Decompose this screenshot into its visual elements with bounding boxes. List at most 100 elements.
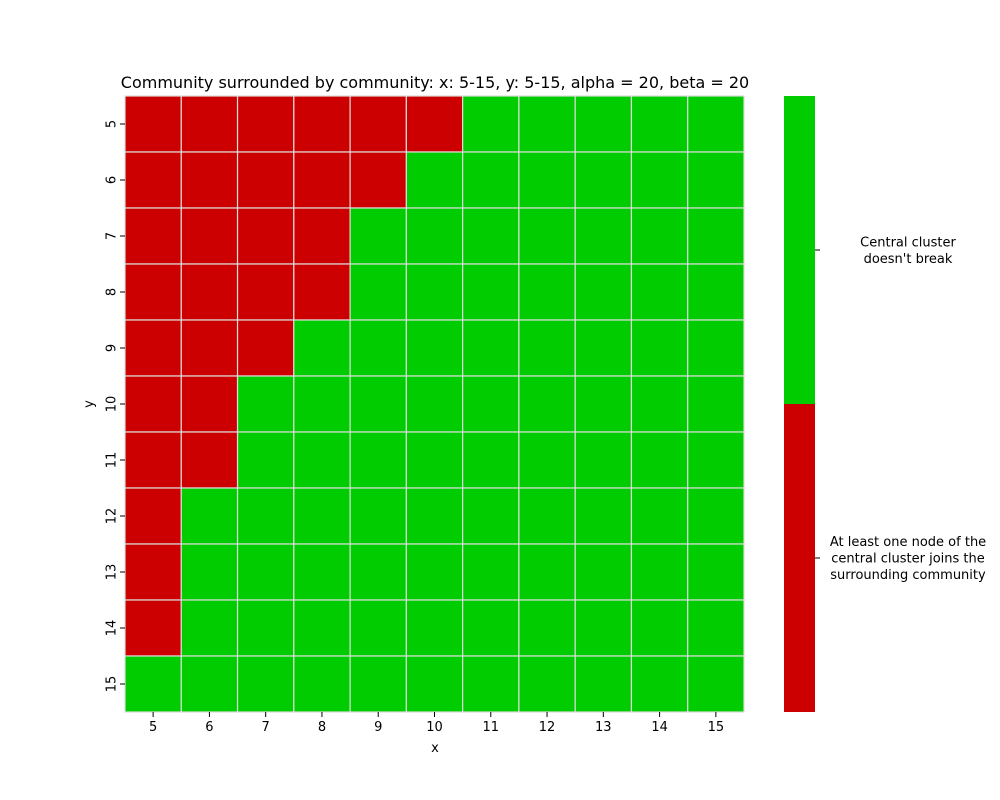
x-axis-label: x: [431, 741, 439, 756]
x-tick-label: 8: [318, 720, 326, 735]
heatmap-cell: [405, 431, 464, 489]
heatmap-cell: [630, 375, 689, 433]
heatmap-cell: [462, 95, 520, 153]
heatmap-cell: [180, 95, 239, 153]
heatmap-cell: [293, 207, 351, 265]
heatmap-cell: [518, 319, 576, 377]
heatmap-cell: [236, 487, 295, 545]
heatmap-cell: [687, 319, 745, 377]
y-tick-label: 5: [105, 120, 120, 128]
heatmap-cell: [462, 151, 520, 209]
heatmap-cell: [180, 151, 239, 209]
heatmap-cell: [462, 487, 520, 545]
heatmap-cell: [236, 207, 295, 265]
heatmap-cell: [405, 319, 464, 377]
y-tick-label: 8: [105, 288, 120, 296]
heatmap-cell: [574, 207, 633, 265]
heatmap-cell: [124, 95, 182, 153]
heatmap-cell: [236, 431, 295, 489]
heatmap-cell: [349, 599, 407, 657]
heatmap-cell: [687, 599, 745, 657]
y-axis-label: y: [82, 400, 97, 408]
heatmap-cell: [574, 599, 633, 657]
y-tick-label: 7: [105, 232, 120, 240]
colorbar: Central cluster doesn't break At least one…: [784, 96, 986, 712]
heatmap-cell: [687, 375, 745, 433]
heatmap-cell: [124, 543, 182, 601]
heatmap-cell: [349, 151, 407, 209]
heatmap-cell: [124, 151, 182, 209]
heatmap-cell: [687, 487, 745, 545]
heatmap-cell: [462, 207, 520, 265]
heatmap-cell: [462, 599, 520, 657]
colorbar-label-line: central cluster joins the: [831, 552, 985, 567]
heatmap-cell: [518, 95, 576, 153]
heatmap-cell: [687, 655, 745, 713]
heatmap-cell: [236, 95, 295, 153]
heatmap-cell: [236, 151, 295, 209]
colorbar-label-line: doesn't break: [864, 252, 953, 267]
x-tick-label: 6: [205, 720, 213, 735]
heatmap-cell: [518, 431, 576, 489]
heatmap-cell: [236, 319, 295, 377]
heatmap-cell: [349, 655, 407, 713]
heatmap-cell: [349, 207, 407, 265]
heatmap-cell: [630, 151, 689, 209]
colorbar-label-line: At least one node of the: [830, 535, 986, 550]
x-axis-ticks: 5 6 7 8 9 10 11 12 13 14 15: [149, 712, 724, 735]
heatmap-cell: [405, 263, 464, 321]
chart-title: Community surrounded by community: x: 5-…: [121, 73, 749, 92]
heatmap-cell: [236, 543, 295, 601]
heatmap-cell: [405, 487, 464, 545]
heatmap-cell: [518, 263, 576, 321]
heatmap-cell: [462, 543, 520, 601]
heatmap-cell: [687, 543, 745, 601]
heatmap-cell: [687, 263, 745, 321]
colorbar-label: Central cluster doesn't break: [860, 235, 956, 267]
heatmap-cell: [405, 543, 464, 601]
heatmap-cell: [293, 375, 351, 433]
x-tick-label: 7: [262, 720, 270, 735]
heatmap-cell: [518, 655, 576, 713]
heatmap-cell: [462, 263, 520, 321]
heatmap-cell: [180, 207, 239, 265]
heatmap-cell: [124, 487, 182, 545]
heatmap-cell: [462, 375, 520, 433]
heatmap-cell: [630, 599, 689, 657]
x-tick-label: 12: [539, 720, 556, 735]
x-tick-label: 5: [149, 720, 157, 735]
heatmap-cell: [293, 431, 351, 489]
heatmap-cell: [293, 319, 351, 377]
y-tick-label: 15: [105, 676, 120, 693]
x-tick-label: 15: [708, 720, 725, 735]
heatmap-cell: [349, 543, 407, 601]
y-tick-label: 13: [105, 564, 120, 581]
heatmap-cell: [462, 431, 520, 489]
heatmap-cell: [349, 487, 407, 545]
x-tick-label: 10: [426, 720, 443, 735]
heatmap-cell: [349, 319, 407, 377]
heatmap-cell: [630, 207, 689, 265]
heatmap-cell: [180, 375, 239, 433]
heatmap-cell: [349, 375, 407, 433]
heatmap-cell: [462, 655, 520, 713]
heatmap-cell: [405, 655, 464, 713]
heatmap-cell: [180, 655, 239, 713]
heatmap-cell: [405, 207, 464, 265]
heatmap-cell: [574, 431, 633, 489]
heatmap-cell: [293, 487, 351, 545]
heatmap-cell: [349, 95, 407, 153]
heatmap-cell: [687, 207, 745, 265]
y-tick-label: 12: [105, 508, 120, 525]
heatmap-cell: [349, 263, 407, 321]
y-tick-label: 9: [105, 344, 120, 352]
colorbar-label-line: Central cluster: [860, 235, 956, 250]
heatmap-cell: [518, 487, 576, 545]
y-tick-label: 6: [105, 176, 120, 184]
heatmap-cell: [518, 543, 576, 601]
heatmap-cell: [630, 431, 689, 489]
heatmap-cell: [124, 207, 182, 265]
x-tick-label: 11: [482, 720, 499, 735]
heatmap-cell: [293, 95, 351, 153]
x-tick-label: 9: [374, 720, 382, 735]
